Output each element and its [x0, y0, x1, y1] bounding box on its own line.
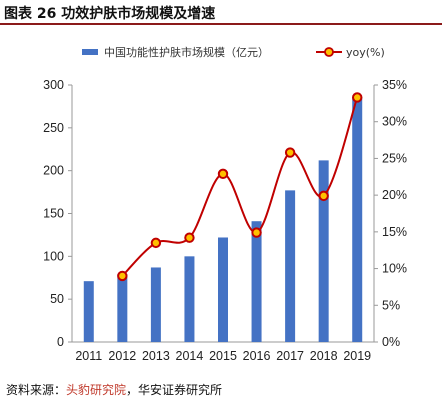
- chart: 中国功能性护肤市场规模（亿元） yoy(%) 0 50 100 150 200 250 30…: [43, 45, 407, 363]
- right-tick-label: 30%: [382, 115, 407, 129]
- right-tick-label: 0%: [382, 335, 400, 349]
- bar: [285, 190, 296, 342]
- left-tick-label: 150: [43, 207, 64, 221]
- bars: [83, 96, 363, 342]
- left-tick-label: 50: [50, 292, 64, 306]
- x-tick-label: 2018: [310, 349, 338, 363]
- yoy-marker: [217, 168, 229, 180]
- x-tick-label: 2012: [108, 349, 136, 363]
- x-tick-label: 2011: [75, 349, 102, 363]
- left-tick-label: 250: [43, 121, 64, 135]
- yoy-marker: [184, 232, 195, 243]
- bar: [318, 160, 329, 342]
- yoy-marker: [284, 147, 296, 158]
- source-part2: 华安证券研究所: [138, 383, 223, 397]
- x-tick-label: 2014: [176, 349, 204, 363]
- right-tick-label: 15%: [382, 225, 407, 239]
- yoy-marker: [150, 237, 162, 249]
- legend: 中国功能性护肤市场规模（亿元） yoy(%): [82, 45, 385, 59]
- source-sep: ，: [126, 383, 139, 397]
- legend-bar-label: 中国功能性护肤市场规模（亿元）: [104, 45, 269, 59]
- right-tick-label: 10%: [382, 262, 407, 276]
- x-tick-label: 2016: [243, 349, 271, 363]
- left-tick-label: 0: [57, 335, 64, 349]
- yoy-marker: [251, 227, 262, 238]
- figure-title: 图表 26 功效护肤市场规模及增速: [4, 6, 216, 22]
- source-note: 资料来源：头豹研究院，华安证券研究所: [6, 381, 222, 398]
- bar: [83, 281, 94, 342]
- left-tick-label: 200: [43, 164, 64, 178]
- left-tick-label: 100: [43, 249, 64, 263]
- source-prefix: 资料来源：: [6, 383, 67, 397]
- legend-bar-swatch: [82, 49, 98, 55]
- bar: [352, 96, 363, 342]
- x-tick-label: 2015: [209, 349, 237, 363]
- left-tick-label: 300: [43, 78, 64, 92]
- yoy-marker: [352, 92, 363, 103]
- bar: [218, 237, 228, 342]
- source-part1: 头豹研究院: [66, 383, 127, 397]
- bar: [150, 267, 161, 342]
- bar: [251, 221, 262, 342]
- bar: [184, 256, 195, 342]
- title-rule: [0, 23, 442, 25]
- x-tick-label: 2013: [142, 349, 170, 363]
- yoy-line: [117, 92, 363, 282]
- right-tick-label: 35%: [382, 78, 407, 92]
- yoy-marker: [117, 270, 128, 282]
- right-tick-label: 25%: [382, 151, 407, 165]
- bar: [117, 274, 128, 342]
- axes: 0 50 100 150 200 250 300 0% 5% 10% 15% 20% 25% 30% 35%…: [43, 78, 407, 363]
- x-tick-label: 2019: [343, 349, 371, 363]
- yoy-marker: [318, 190, 329, 202]
- x-tick-label: 2017: [276, 349, 304, 363]
- right-tick-label: 5%: [382, 298, 400, 312]
- right-tick-label: 20%: [382, 188, 407, 202]
- legend-line-label: yoy(%): [346, 46, 385, 59]
- legend-line-marker: [324, 47, 334, 57]
